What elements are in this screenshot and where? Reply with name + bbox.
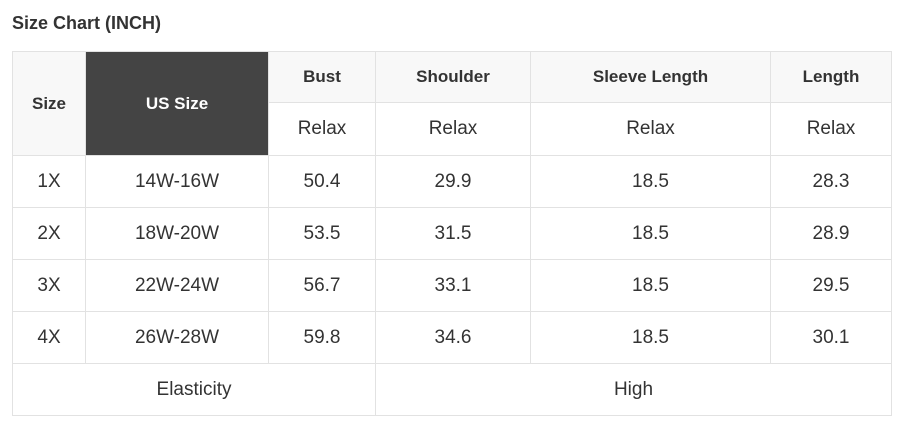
bust-cell: 53.5 bbox=[268, 207, 376, 260]
header-us-size: US Size bbox=[85, 51, 269, 156]
sleeve-cell: 18.5 bbox=[530, 155, 771, 208]
page-title: Size Chart (INCH) bbox=[12, 13, 162, 33]
shoulder-cell: 34.6 bbox=[375, 311, 531, 364]
length-cell: 29.5 bbox=[770, 259, 892, 312]
us-size-cell: 22W-24W bbox=[85, 259, 269, 312]
shoulder-cell: 33.1 bbox=[375, 259, 531, 312]
fit-cell: Relax bbox=[530, 102, 771, 156]
subheader-row: Relax Relax Relax Relax bbox=[13, 102, 892, 156]
table-row: 2X 18W-20W 53.5 31.5 18.5 28.9 bbox=[12, 207, 892, 260]
bust-cell: 56.7 bbox=[268, 259, 376, 312]
shoulder-cell: 31.5 bbox=[375, 207, 531, 260]
size-cell: 4X bbox=[12, 311, 86, 364]
size-cell: 2X bbox=[12, 207, 86, 260]
header-row: Size US Size Bust Shoulder Sleeve Length… bbox=[12, 51, 892, 156]
shoulder-cell: 29.9 bbox=[375, 155, 531, 208]
elasticity-value: High bbox=[375, 363, 892, 416]
header-sleeve-length: Sleeve Length bbox=[530, 51, 771, 103]
sleeve-cell: 18.5 bbox=[530, 259, 771, 312]
header-shoulder: Shoulder bbox=[375, 51, 531, 103]
sleeve-cell: 18.5 bbox=[530, 207, 771, 260]
table-row: 1X 14W-16W 50.4 29.9 18.5 28.3 bbox=[12, 155, 892, 208]
bust-cell: 50.4 bbox=[268, 155, 376, 208]
fit-cell: Relax bbox=[770, 102, 892, 156]
elasticity-label: Elasticity bbox=[12, 363, 376, 416]
bust-cell: 59.8 bbox=[268, 311, 376, 364]
elasticity-row: Elasticity High bbox=[12, 363, 892, 416]
fit-cell: Relax bbox=[375, 102, 531, 156]
length-cell: 30.1 bbox=[770, 311, 892, 364]
header-length: Length bbox=[770, 51, 892, 103]
length-cell: 28.9 bbox=[770, 207, 892, 260]
table-row: 4X 26W-28W 59.8 34.6 18.5 30.1 bbox=[12, 311, 892, 364]
us-size-cell: 26W-28W bbox=[85, 311, 269, 364]
table-row: 3X 22W-24W 56.7 33.1 18.5 29.5 bbox=[12, 259, 892, 312]
sleeve-cell: 18.5 bbox=[530, 311, 771, 364]
size-cell: 3X bbox=[12, 259, 86, 312]
header-bust: Bust bbox=[268, 51, 376, 103]
us-size-cell: 18W-20W bbox=[85, 207, 269, 260]
us-size-cell: 14W-16W bbox=[85, 155, 269, 208]
header-size: Size bbox=[12, 51, 86, 156]
size-chart-table: Size US Size Bust Shoulder Sleeve Length… bbox=[12, 51, 892, 416]
length-cell: 28.3 bbox=[770, 155, 892, 208]
fit-cell: Relax bbox=[268, 102, 376, 156]
size-cell: 1X bbox=[12, 155, 86, 208]
